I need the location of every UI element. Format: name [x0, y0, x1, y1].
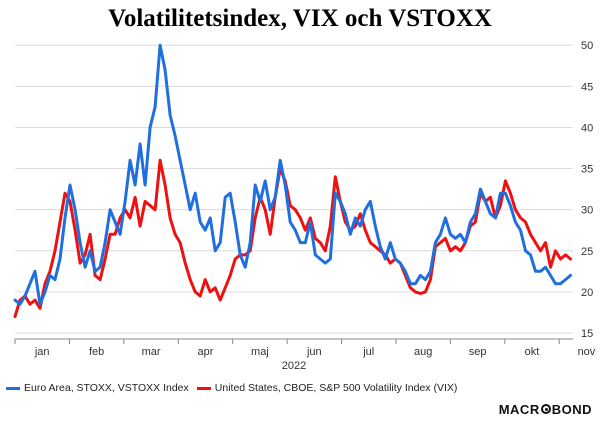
legend-label-vix: United States, CBOE, S&P 500 Volatility …	[214, 382, 458, 394]
y-tick-label: 35	[581, 164, 593, 176]
brand-o-icon	[540, 404, 551, 414]
x-tick-label: jun	[306, 346, 322, 358]
y-tick-label: 40	[581, 122, 593, 134]
y-tick-label: 20	[581, 287, 593, 299]
y-axis: 15 20 25 30 35 40 45 50	[581, 40, 593, 340]
y-tick-label: 25	[581, 246, 593, 258]
series-line-vix	[13, 158, 572, 319]
x-tick-label: aug	[414, 346, 432, 358]
y-tick-label: 30	[581, 205, 593, 217]
x-tick-label: sep	[469, 346, 487, 358]
x-axis-label: 2022	[282, 360, 306, 372]
legend-item-vix: United States, CBOE, S&P 500 Volatility …	[196, 382, 458, 394]
legend-label-vstoxx: Euro Area, STOXX, VSTOXX Index	[24, 382, 189, 394]
legend-swatch-icon	[6, 386, 20, 390]
chart-title: Volatilitetsindex, VIX och VSTOXX	[108, 5, 492, 32]
brand-text: MACR BOND	[498, 402, 592, 417]
x-tick-label: okt	[525, 346, 540, 358]
y-tick-label: 50	[581, 40, 593, 52]
x-axis: jan feb mar apr maj jun jul aug sep okt nov	[14, 338, 596, 358]
x-tick-label: jan	[34, 346, 50, 358]
legend-swatch-icon	[196, 386, 211, 390]
x-tick-label: maj	[251, 346, 269, 358]
legend-item-vstoxx: Euro Area, STOXX, VSTOXX Index	[6, 382, 189, 394]
x-tick-label: nov	[578, 346, 596, 358]
y-tick-label: 15	[581, 328, 593, 340]
gridlines	[15, 44, 573, 334]
series-line-vstoxx	[13, 43, 572, 306]
x-tick-label: feb	[89, 346, 104, 358]
series-lines	[13, 43, 572, 319]
macrobond-logo: MACR BOND	[499, 402, 592, 417]
x-tick-label: mar	[142, 346, 161, 358]
x-tick-label: apr	[198, 346, 214, 358]
x-tick-label: jul	[362, 346, 374, 358]
legend: Euro Area, STOXX, VSTOXX Index United St…	[6, 382, 465, 394]
y-tick-label: 45	[581, 81, 593, 93]
